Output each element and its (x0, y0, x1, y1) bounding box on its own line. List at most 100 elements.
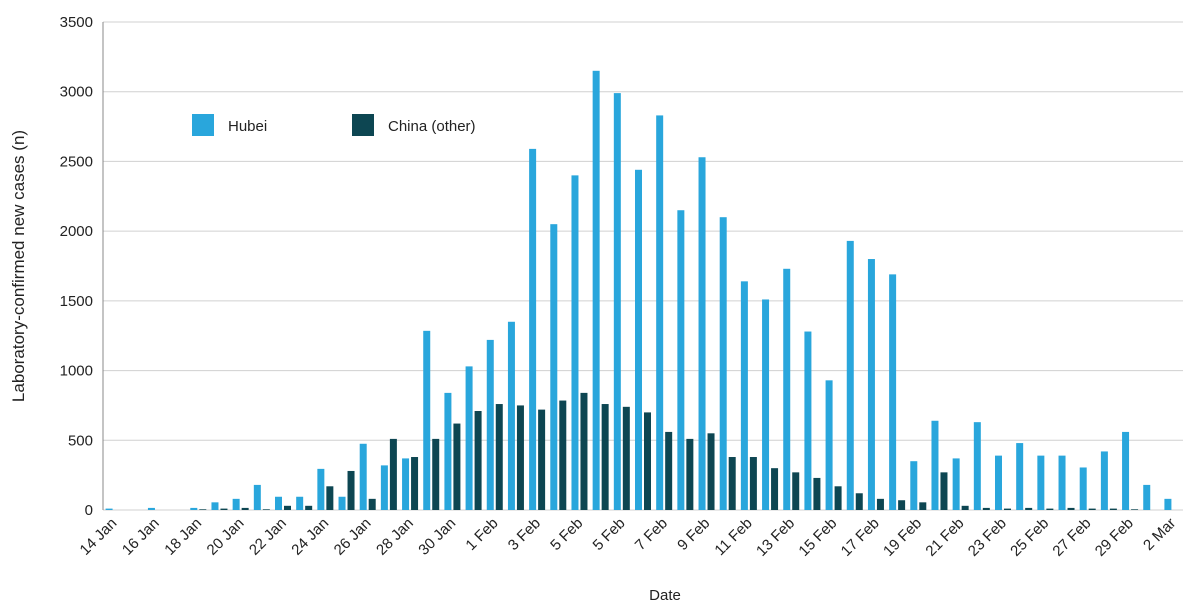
x-tick-label: 3 Feb (505, 515, 544, 554)
y-tick-label: 0 (85, 502, 93, 519)
bar (538, 409, 546, 510)
bar (792, 472, 800, 510)
bar (813, 477, 821, 510)
bar (1037, 455, 1045, 510)
bar (635, 169, 642, 510)
x-tick-label: 13 Feb (753, 515, 798, 560)
bar (749, 457, 757, 510)
bar (305, 505, 313, 510)
bar (665, 431, 673, 510)
x-tick-label: 20 Jan (204, 515, 248, 559)
bar (389, 438, 397, 510)
bar (910, 461, 918, 510)
y-tick-label: 2000 (60, 223, 93, 240)
bar (338, 496, 346, 510)
bar (656, 115, 664, 510)
bar (284, 505, 291, 510)
x-tick-label: 21 Feb (922, 515, 967, 560)
bar (707, 433, 715, 510)
bar (940, 472, 948, 510)
x-tick-label: 19 Feb (880, 515, 925, 560)
x-tick-label: 7 Feb (632, 515, 671, 554)
x-tick-label: 26 Jan (331, 515, 375, 559)
x-tick-label: 22 Jan (246, 515, 290, 559)
x-tick-label: 29 Feb (1092, 515, 1137, 560)
bar (982, 507, 990, 510)
legend-label: Hubei (228, 118, 267, 135)
bar (1143, 484, 1151, 510)
bar (995, 455, 1002, 510)
y-tick-label: 1500 (60, 293, 93, 310)
bar (1016, 443, 1024, 510)
x-tick-label: 1 Feb (462, 515, 501, 554)
x-tick-label: 16 Jan (119, 515, 163, 559)
bar (199, 509, 207, 510)
bar (867, 259, 875, 510)
bar (296, 496, 304, 510)
x-tick-label: 23 Feb (965, 515, 1010, 560)
x-tick-label: 14 Jan (77, 515, 121, 559)
bar (105, 508, 113, 510)
bar (1058, 455, 1066, 510)
bar (326, 486, 334, 510)
bar (1109, 508, 1117, 510)
x-tick-label: 17 Feb (838, 515, 883, 560)
bar (317, 468, 325, 510)
bar (876, 498, 884, 510)
x-tick-label: 24 Jan (288, 515, 332, 559)
bar (432, 438, 440, 510)
x-tick-label: 25 Feb (1007, 515, 1052, 560)
bar (1067, 507, 1075, 510)
bar (550, 224, 558, 510)
x-axis-label: Date (649, 587, 681, 604)
bar (762, 299, 770, 510)
bar (846, 240, 854, 510)
bar (592, 70, 600, 511)
bar (380, 465, 388, 510)
bar (698, 157, 706, 510)
bar (952, 458, 960, 510)
y-tick-label: 1000 (60, 363, 93, 380)
x-tick-label: 28 Jan (373, 515, 417, 559)
bar (359, 443, 367, 510)
bar (495, 404, 503, 510)
bar (1088, 508, 1096, 510)
bar (474, 411, 482, 510)
bar (804, 331, 812, 510)
y-tick-label: 3500 (60, 14, 93, 31)
y-tick-label: 2500 (60, 153, 93, 170)
bar (465, 366, 473, 510)
bar (677, 210, 685, 510)
y-tick-label: 3000 (60, 84, 93, 101)
x-tick-label: 5 Feb (547, 515, 586, 554)
bar (855, 493, 863, 510)
bar (1122, 431, 1130, 510)
bar (825, 380, 833, 510)
bar (1164, 498, 1172, 510)
bar (232, 498, 240, 510)
bar (613, 93, 621, 510)
x-tick-label: 27 Feb (1049, 515, 1094, 560)
x-tick-label: 11 Feb (711, 515, 755, 559)
bar (973, 422, 981, 510)
bar (368, 498, 376, 510)
bar (622, 406, 630, 510)
bar (529, 148, 537, 510)
bar (444, 392, 452, 510)
bar (241, 507, 249, 510)
bar (686, 438, 694, 510)
bar (889, 274, 897, 510)
bar (771, 468, 779, 510)
y-axis-label: Laboratory-confirmed new cases (n) (9, 130, 28, 402)
bar (507, 321, 515, 510)
legend-label: China (other) (388, 118, 476, 135)
bar (559, 400, 567, 510)
bar (516, 405, 524, 510)
bar (402, 458, 410, 510)
bar (1025, 507, 1033, 510)
bar (931, 420, 939, 510)
x-tick-label: 30 Jan (415, 515, 459, 559)
legend-swatch (192, 114, 214, 136)
